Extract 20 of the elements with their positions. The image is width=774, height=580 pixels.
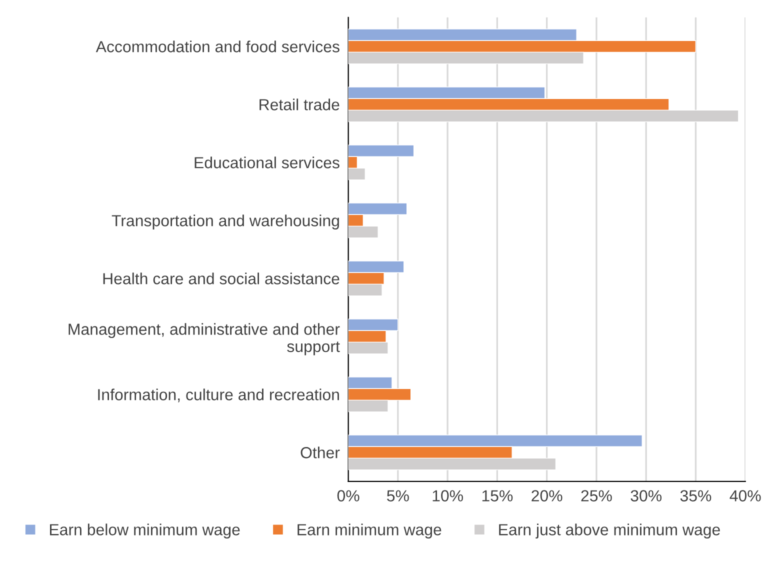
- x-tick-label: 10%: [432, 490, 463, 502]
- y-tick-label: Other: [300, 446, 340, 458]
- y-tick-label: Information, culture and recreation: [98, 388, 339, 402]
- x-tick-label: 15%: [482, 490, 513, 502]
- x-tick-label: 20%: [532, 490, 562, 502]
- y-tick-label: Educational services: [194, 156, 340, 168]
- x-tick-label: 40%: [730, 490, 761, 502]
- x-tick-label: 5%: [387, 490, 409, 502]
- legend-label: Earn just above minimum wage: [499, 524, 720, 539]
- y-tick-label: Health care and social assistance: [103, 272, 340, 284]
- x-tick-label: 25%: [581, 490, 612, 502]
- legend-label: Earn minimum wage: [298, 524, 442, 539]
- y-tick-label: Transportation and warehousing: [112, 214, 339, 230]
- y-tick-label: Management, administrative and other support: [68, 323, 340, 356]
- y-tick-label: Retail trade: [260, 98, 340, 110]
- x-tick-label: 35%: [680, 490, 712, 502]
- x-tick-label: 30%: [630, 490, 662, 502]
- x-tick-label: 0%: [337, 490, 360, 502]
- y-tick-label: Accommodation and food services: [96, 40, 340, 52]
- legend-label: Earn below minimum wage: [50, 524, 240, 539]
